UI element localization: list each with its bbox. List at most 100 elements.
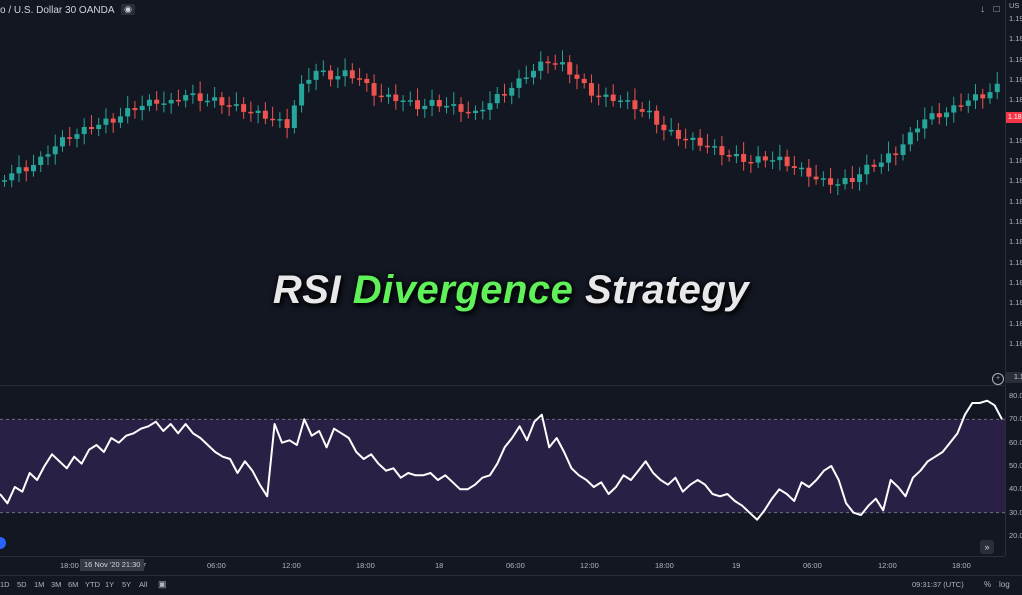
range-button[interactable]: 5Y — [122, 580, 132, 589]
price-tick: 1.18 — [1009, 176, 1022, 186]
price-axis[interactable]: US 1.19 1.18 1.18 1.18 1.18 1.18 1.18 1.18 1.18 1… — [1005, 0, 1022, 385]
candle-body — [45, 154, 51, 157]
range-button[interactable]: YTD — [85, 580, 100, 589]
clock[interactable]: 09:31:37 (UTC) — [912, 580, 964, 589]
candle-body — [538, 61, 544, 71]
price-tick: 1.18 — [1009, 196, 1022, 206]
candle-body — [451, 104, 457, 106]
candle-body — [306, 79, 312, 84]
candle-body — [545, 61, 551, 64]
log-toggle[interactable]: log — [999, 580, 1010, 589]
range-button[interactable]: 1Y — [105, 580, 115, 589]
candle-body — [154, 99, 160, 104]
candle-body — [509, 87, 515, 96]
candle-body — [473, 110, 479, 114]
candle-body — [219, 97, 225, 106]
arrow-down-icon[interactable]: ↓ — [980, 4, 985, 15]
time-tick: 18 — [435, 561, 444, 570]
scroll-to-realtime-icon[interactable]: » — [980, 540, 994, 554]
bottom-toolbar: 1D 5D 1M 3M 6M YTD 1Y 5Y All ▣ 09:31:37 (UTC) % … — [0, 575, 1022, 595]
maximize-icon[interactable]: □ — [993, 4, 1000, 15]
candle-body — [791, 166, 797, 168]
candle-body — [690, 137, 696, 141]
candle-body — [936, 113, 942, 118]
rsi-tick: 50.0 — [1009, 461, 1022, 470]
rsi-tick: 70.0 — [1009, 414, 1022, 424]
time-tick: 18:00 — [952, 561, 971, 570]
price-tick: 1.18 — [1009, 338, 1022, 348]
candle-body — [806, 167, 812, 177]
candle-body — [88, 126, 94, 130]
range-button[interactable]: 1M — [34, 580, 45, 589]
candle-body — [378, 95, 384, 98]
rsi-chart[interactable] — [0, 386, 1005, 556]
range-button[interactable]: 5D — [17, 580, 27, 589]
candle-body — [857, 174, 863, 183]
candle-body — [422, 105, 428, 110]
candle-body — [313, 70, 319, 80]
rsi-tick: 40.0 — [1009, 484, 1022, 494]
range-button[interactable]: All — [139, 580, 148, 589]
price-tick: 1.18 — [1009, 298, 1022, 308]
time-tick: 06:00 — [506, 561, 525, 570]
candle-body — [915, 128, 921, 133]
range-button[interactable]: 6M — [68, 580, 79, 589]
rsi-tick: 20.0 — [1009, 531, 1022, 540]
rsi-band — [0, 419, 1005, 513]
candle-body — [958, 105, 964, 107]
eye-icon[interactable]: ◉ — [121, 4, 135, 15]
candle-body — [204, 100, 210, 103]
time-axis[interactable]: 18:00706:0012:0018:001806:0012:0018:0019… — [0, 556, 1005, 575]
candle-body — [494, 94, 500, 104]
price-tick: 1.18 — [1009, 318, 1022, 328]
candle-body — [349, 70, 355, 79]
price-chart[interactable] — [0, 0, 1005, 385]
range-button[interactable]: 1D — [0, 580, 10, 589]
price-tick: 1.18 — [1009, 74, 1022, 84]
time-tick: 12:00 — [580, 561, 599, 570]
rsi-axis[interactable]: 80.0 70.0 60.0 50.0 40.0 30.0 20.0 — [1005, 386, 1022, 556]
candle-body — [588, 83, 594, 96]
candle-body — [226, 105, 232, 107]
candle-body — [23, 167, 29, 172]
symbol-title[interactable]: o / U.S. Dollar 30 OANDA — [0, 5, 115, 16]
pane-indicator-dot[interactable] — [0, 537, 6, 549]
candle-body — [675, 129, 681, 139]
candle-body — [139, 105, 145, 111]
candle-body — [465, 111, 471, 114]
candle-body — [161, 103, 167, 105]
candle-body — [726, 155, 732, 157]
candle-body — [407, 100, 413, 102]
candle-body — [458, 104, 464, 112]
candle-body — [646, 110, 652, 113]
time-tick: 19 — [732, 561, 741, 570]
candle-body — [610, 94, 616, 102]
candle-body — [770, 160, 776, 162]
candle-body — [719, 146, 725, 156]
candle-body — [523, 77, 529, 79]
candle-body — [190, 93, 196, 96]
pane-separator[interactable] — [0, 385, 1005, 386]
candle-body — [828, 178, 834, 185]
candle-body — [813, 176, 819, 180]
candle-body — [74, 134, 80, 139]
time-axis-cursor-label: 16 Nov '20 21:30 — [80, 559, 145, 571]
candle-body — [320, 70, 326, 73]
candle-body — [436, 99, 442, 107]
candle-body — [502, 94, 507, 96]
price-tick: 1.18 — [1009, 34, 1022, 44]
percent-toggle[interactable]: % — [984, 580, 992, 589]
calendar-range-icon[interactable]: ▣ — [158, 579, 167, 589]
plus-icon[interactable]: + — [992, 373, 1004, 385]
candle-body — [233, 104, 239, 106]
candle-body — [9, 173, 15, 181]
candle-body — [255, 110, 261, 114]
candle-body — [103, 118, 109, 125]
range-button[interactable]: 3M — [51, 580, 62, 589]
headline-title: RSI Divergence Strategy — [0, 268, 1022, 313]
candle-body — [973, 94, 979, 101]
candle-body — [183, 95, 189, 101]
candle-body — [878, 162, 884, 167]
candle-body — [748, 161, 754, 164]
candle-body — [284, 119, 290, 129]
